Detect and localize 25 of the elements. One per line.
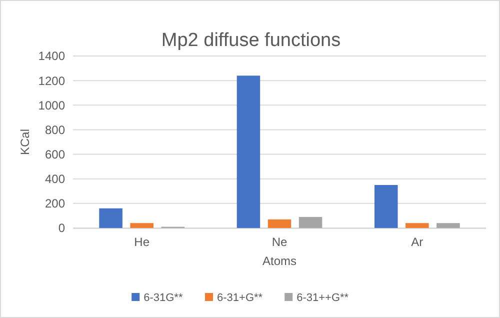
y-tick-label: 200 [44,196,66,211]
bar [436,223,460,228]
y-tick-label: 0 [58,221,66,236]
legend-label: 6-31+G** [217,292,264,304]
y-tick-label: 800 [44,122,66,137]
x-tick-label: Ne [272,235,288,249]
y-axis-title: KCal [18,128,32,156]
legend-label: 6-31G** [144,292,184,304]
bar [374,185,398,228]
x-axis-title: Atoms [262,254,297,268]
bar [99,208,122,228]
x-tick-label: Ar [411,235,424,249]
chart-title: Mp2 diffuse functions [161,30,341,51]
bar [406,223,429,228]
y-tick-label: 1200 [38,74,66,88]
bar [236,76,260,228]
y-tick-label: 400 [44,172,66,186]
y-tick-label: 600 [44,147,66,162]
bar [268,219,292,228]
y-tick-label: 1000 [38,98,66,112]
x-tick-label: He [134,235,150,249]
legend-label: 6-31++G** [296,292,350,304]
bar [298,216,322,228]
bar [130,223,154,228]
y-tick-label: 1400 [38,49,66,64]
